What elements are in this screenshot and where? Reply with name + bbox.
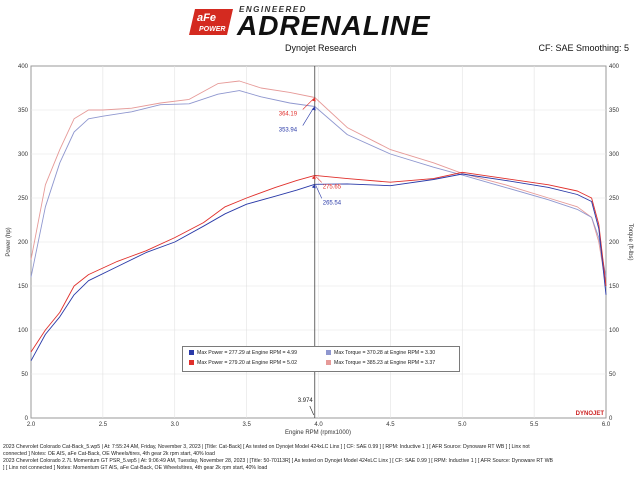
y-axis-right-label: Torque (ft-lbs) <box>627 223 633 260</box>
cursor-value-arrowhead-icon <box>311 184 316 189</box>
y-axis-left-label: Power (hp) <box>6 227 12 256</box>
legend-swatch <box>326 360 331 366</box>
cursor-value-arrowhead-icon <box>311 175 316 180</box>
cursor-value-arrowhead-icon <box>311 97 316 102</box>
dynojet-watermark: DYNOJET <box>576 411 605 417</box>
badge-bottom-text: POWER <box>199 26 225 33</box>
series-line <box>30 90 607 278</box>
header: aFe POWER ENGINEERED ADRENALINE Dynojet … <box>0 0 640 62</box>
brand-logo: aFe POWER ENGINEERED ADRENALINE <box>187 3 452 43</box>
badge-top-text: aFe <box>197 12 216 24</box>
legend-text: Max Power = 277.29 at Engine RPM = 4.99 <box>197 350 298 356</box>
series-line <box>30 173 607 362</box>
legend-item-blue-torque: Max Torque = 370.28 at Engine RPM = 3.30 <box>326 350 435 356</box>
y-tick-label-left: 300 <box>18 152 29 158</box>
y-tick-label-left: 200 <box>18 240 29 246</box>
footer-line: connected ] Notes: OE AIS, aFe Cat-Back,… <box>3 451 215 457</box>
y-tick-label-left: 250 <box>18 196 29 202</box>
legend-swatch <box>189 350 194 356</box>
cursor-value-arrow-line <box>315 185 323 199</box>
cursor-rpm-label: 3.974 <box>298 398 314 404</box>
y-tick-label-right: 150 <box>609 284 620 290</box>
y-tick-label-left: 400 <box>18 64 29 70</box>
cursor-value-arrow-line <box>315 176 322 183</box>
x-axis-ticks: 2.0 2.5 3.0 3.5 4.0 4.5 5.0 5.5 6.0 <box>27 422 611 428</box>
x-tick-label: 4.0 <box>314 422 323 428</box>
brand-title: ADRENALINE <box>237 10 431 41</box>
y-tick-label-left: 50 <box>21 372 28 378</box>
footer-line: 2023 Chevrolet Colorado Cat-Back_5.wp5 |… <box>3 444 530 450</box>
y-tick-label-right: 0 <box>609 416 613 422</box>
cursor-rpm-arrow-icon <box>309 405 315 416</box>
cursor-value-label: 265.54 <box>323 200 342 206</box>
x-tick-label: 6.0 <box>602 422 611 428</box>
cursor-value-label: 275.65 <box>323 184 342 190</box>
cursor-value-label: 364.19 <box>279 112 298 118</box>
y-tick-label-right: 50 <box>609 372 616 378</box>
y-axis-right-ticks: 0 50 100 150 200 250 300 350 400 <box>609 64 620 422</box>
cursor-value-arrow-line <box>302 107 315 126</box>
y-tick-label-right: 100 <box>609 328 620 334</box>
y-tick-label-left: 0 <box>25 416 29 422</box>
x-tick-label: 3.5 <box>242 422 251 428</box>
legend-item-red-power: Max Power = 279.20 at Engine RPM = 5.02 <box>189 360 297 366</box>
y-tick-label-right: 300 <box>609 152 620 158</box>
run-notes-footer: 2023 Chevrolet Colorado Cat-Back_5.wp5 |… <box>3 444 637 472</box>
legend-swatch <box>189 360 194 366</box>
footer-line: 2023 Chevrolet Colorado 2.7L Momentum GT… <box>3 458 553 464</box>
legend-text: Max Torque = 370.28 at Engine RPM = 3.30 <box>334 350 436 356</box>
chart-legend: Max Power = 277.29 at Engine RPM = 4.99 … <box>182 346 460 372</box>
x-axis-label: Engine RPM (rpmx1000) <box>285 430 351 436</box>
y-tick-label-right: 250 <box>609 196 620 202</box>
footer-line: ] [ Linx not connected ] Notes: Momentum… <box>3 465 268 471</box>
cursor-value-arrow-line <box>302 98 314 110</box>
x-tick-label: 5.0 <box>458 422 467 428</box>
legend-item-blue-power: Max Power = 277.29 at Engine RPM = 4.99 <box>189 350 297 356</box>
y-tick-label-right: 400 <box>609 64 620 70</box>
y-axis-left-ticks: 0 50 100 150 200 250 300 350 400 <box>18 64 29 422</box>
legend-swatch <box>326 350 331 356</box>
series-line <box>30 80 607 287</box>
correction-smoothing-label: CF: SAE Smoothing: 5 <box>538 43 629 53</box>
brand-tagline: ENGINEERED <box>239 5 307 14</box>
x-tick-label: 3.0 <box>171 422 180 428</box>
x-tick-label: 2.0 <box>27 422 36 428</box>
legend-text: Max Torque = 385.23 at Engine RPM = 3.37 <box>334 360 436 366</box>
legend-text: Max Power = 279.20 at Engine RPM = 5.02 <box>197 360 298 366</box>
y-tick-label-right: 200 <box>609 240 620 246</box>
dynojet-research-label: Dynojet Research <box>285 43 357 53</box>
x-tick-label: 2.5 <box>99 422 108 428</box>
y-tick-label-left: 100 <box>18 328 29 334</box>
y-tick-label-left: 350 <box>18 108 29 114</box>
series-layer <box>30 80 607 362</box>
x-tick-label: 4.5 <box>386 422 395 428</box>
legend-item-red-torque: Max Torque = 385.23 at Engine RPM = 3.37 <box>326 360 435 366</box>
x-tick-label: 5.5 <box>530 422 539 428</box>
y-tick-label-right: 350 <box>609 108 620 114</box>
y-tick-label-left: 150 <box>18 284 29 290</box>
afe-power-badge-icon: aFe POWER <box>189 9 233 35</box>
cursor-value-arrowhead-icon <box>311 106 316 111</box>
series-line <box>30 171 607 353</box>
cursor-value-label: 353.94 <box>279 128 298 134</box>
